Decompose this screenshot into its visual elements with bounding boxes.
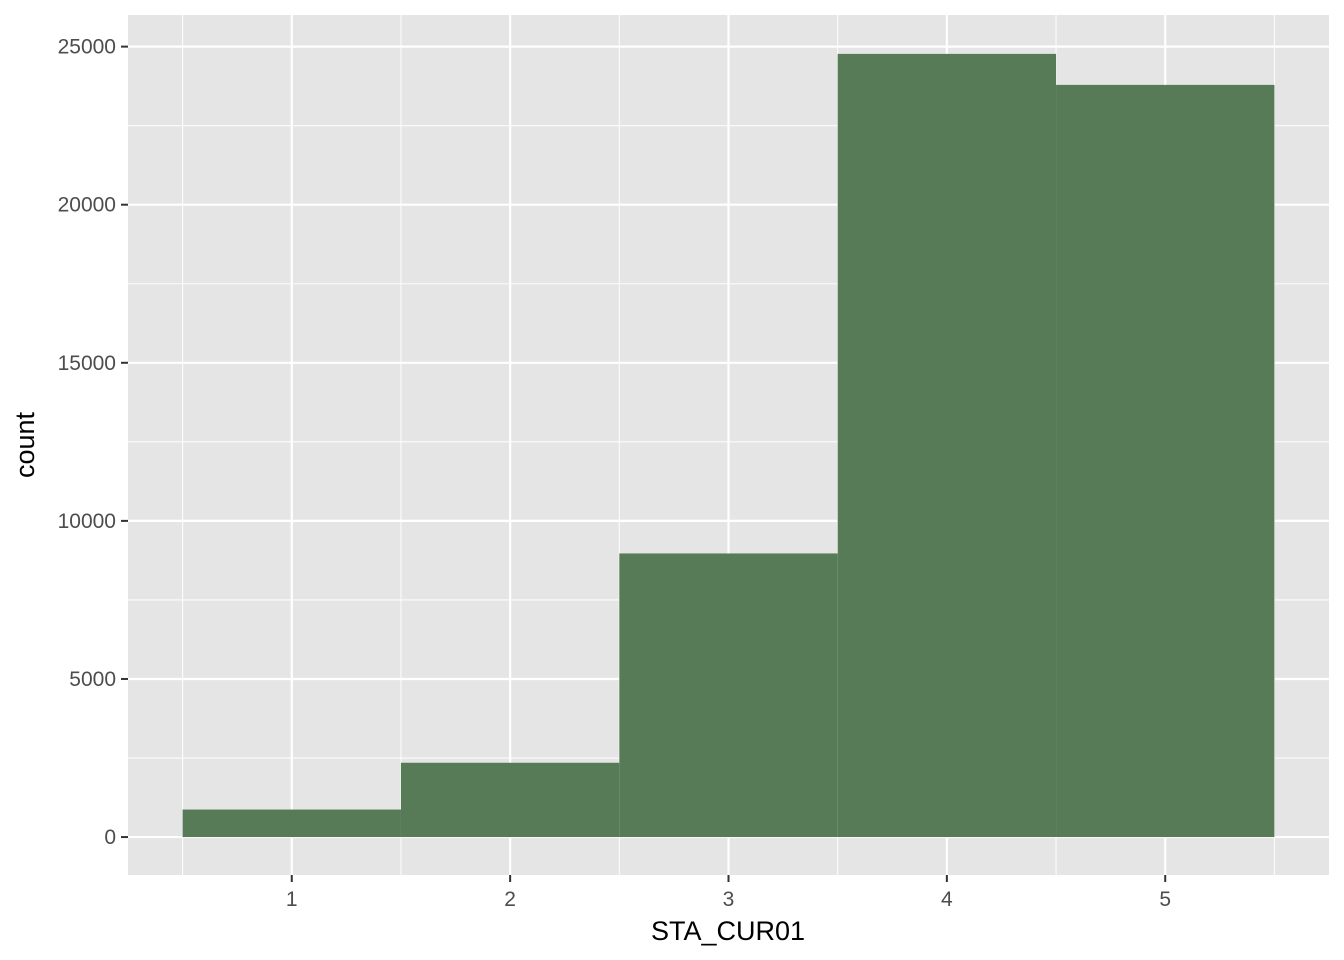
x-tick-label: 5 (1159, 888, 1171, 911)
y-tick-label: 20000 (58, 194, 116, 217)
y-axis: 0 5000 10000 15000 20000 25000 (58, 36, 128, 849)
y-tick-label: 5000 (69, 668, 116, 691)
y-axis-title: count (10, 411, 40, 478)
bar-5 (1056, 84, 1275, 838)
y-tick-label: 0 (104, 826, 116, 849)
bar-3 (619, 553, 838, 838)
x-tick-label: 1 (286, 888, 298, 911)
x-axis: 1 2 3 4 5 (286, 875, 1171, 911)
x-tick-label: 4 (941, 888, 953, 911)
y-tick-label: 25000 (58, 36, 116, 59)
y-tick-label: 10000 (58, 510, 116, 533)
bar-2 (400, 762, 620, 838)
x-tick-label: 2 (504, 888, 516, 911)
x-axis-title: STA_CUR01 (651, 916, 805, 946)
bars (182, 53, 1275, 838)
y-tick-label: 15000 (58, 352, 116, 375)
bar-4 (837, 53, 1057, 838)
bar-1 (182, 809, 401, 838)
x-tick-label: 3 (723, 888, 735, 911)
